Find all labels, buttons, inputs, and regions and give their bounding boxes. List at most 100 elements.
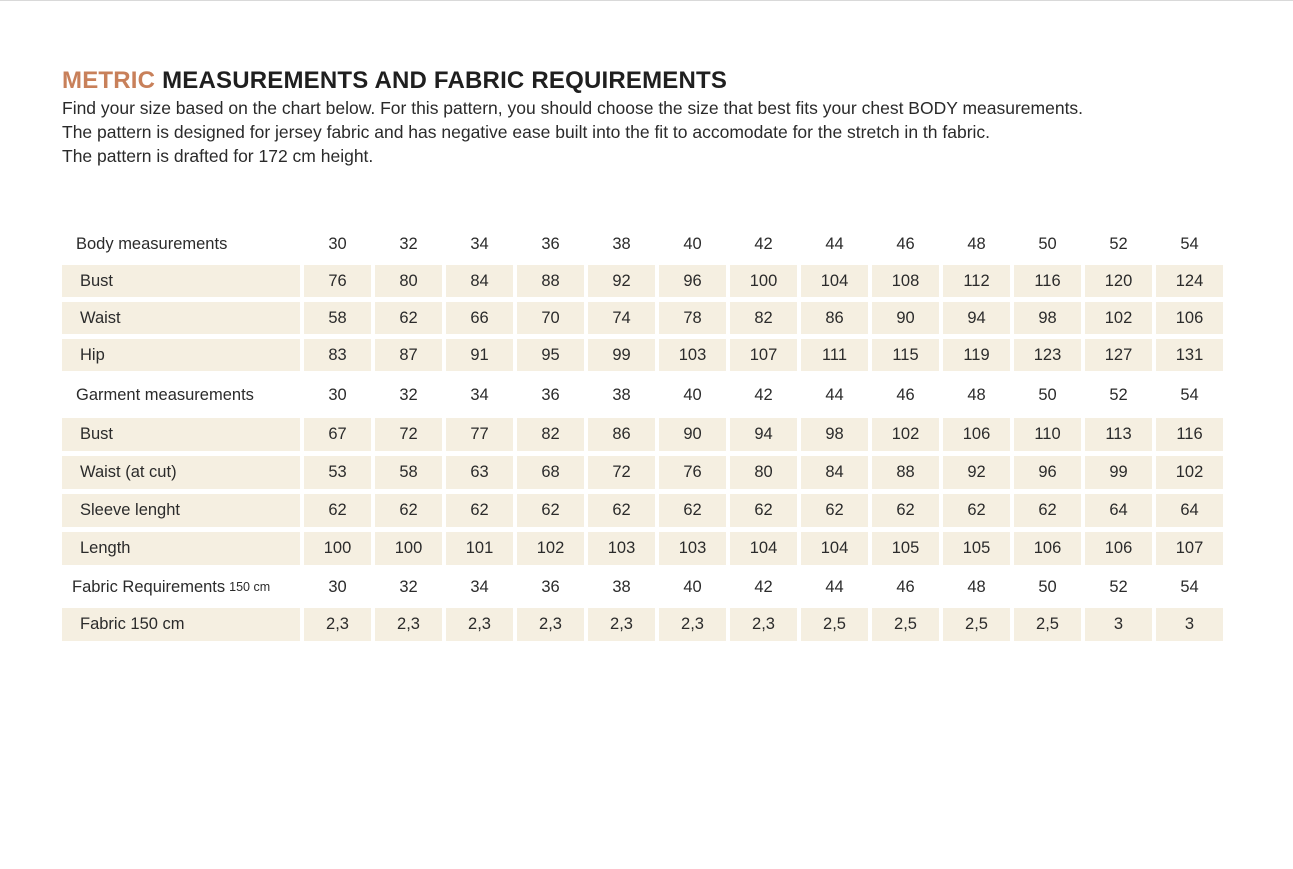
value-cell: 106 bbox=[1014, 532, 1081, 565]
value-cell: 106 bbox=[1156, 302, 1223, 334]
size-header-cell: 40 bbox=[683, 577, 702, 596]
value-cell: 53 bbox=[304, 456, 371, 489]
value-cell: 2,5 bbox=[943, 608, 1010, 641]
row-label-unit: 150 cm bbox=[229, 580, 271, 594]
size-header-cell: 46 bbox=[896, 577, 915, 596]
value-cell: 2,5 bbox=[801, 608, 868, 641]
size-header-cell: 54 bbox=[1180, 577, 1199, 596]
description-line-3: The pattern is drafted for 172 cm height… bbox=[62, 146, 374, 166]
size-header-cell: 34 bbox=[470, 234, 489, 253]
value-cell: 64 bbox=[1085, 494, 1152, 527]
row-label-text: Sleeve lenght bbox=[80, 501, 180, 519]
page-title: METRIC MEASUREMENTS AND FABRIC REQUIREME… bbox=[62, 66, 1262, 96]
fabric-requirements-header: Fabric Requirements 150 cm 30 32 34 36 38 40 42 4… bbox=[62, 571, 1223, 603]
size-header-cell: 46 bbox=[896, 234, 915, 253]
value-cell: 62 bbox=[375, 494, 442, 527]
value-cell: 70 bbox=[517, 302, 584, 334]
size-header-cell: 42 bbox=[754, 234, 773, 253]
size-header-cell: 36 bbox=[541, 385, 560, 404]
value-cell: 83 bbox=[304, 339, 371, 371]
value-cell: 62 bbox=[801, 494, 868, 527]
garment-row-sleeve: Sleeve lenght 62 62 62 62 62 62 62 62 62 62 62 64 64 bbox=[62, 494, 1223, 527]
value-cell: 104 bbox=[801, 265, 868, 297]
size-header-cell: 32 bbox=[399, 234, 418, 253]
value-cell: 62 bbox=[1014, 494, 1081, 527]
row-label-text: Length bbox=[80, 539, 131, 557]
value-cell: 103 bbox=[659, 339, 726, 371]
size-header-cell: 38 bbox=[612, 234, 631, 253]
value-cell: 104 bbox=[801, 532, 868, 565]
size-header-cell: 32 bbox=[399, 577, 418, 596]
value-cell: 94 bbox=[943, 302, 1010, 334]
value-cell: 62 bbox=[659, 494, 726, 527]
size-header-cell: 30 bbox=[328, 385, 347, 404]
value-cell: 103 bbox=[588, 532, 655, 565]
value-cell: 99 bbox=[588, 339, 655, 371]
body-row-hip: Hip 83 87 91 95 99 103 107 111 115 119 123 127 131 bbox=[62, 339, 1223, 371]
value-cell: 111 bbox=[801, 339, 868, 371]
size-header-cell: 48 bbox=[967, 234, 986, 253]
value-cell: 100 bbox=[375, 532, 442, 565]
value-cell: 74 bbox=[588, 302, 655, 334]
size-header-cell: 38 bbox=[612, 385, 631, 404]
size-header-cell: 44 bbox=[825, 385, 844, 404]
value-cell: 95 bbox=[517, 339, 584, 371]
top-divider bbox=[0, 0, 1293, 1]
size-header-cell: 52 bbox=[1109, 234, 1128, 253]
row-label-text: Fabric 150 cm bbox=[80, 615, 185, 633]
size-header-cell: 48 bbox=[967, 577, 986, 596]
value-cell: 84 bbox=[446, 265, 513, 297]
value-cell: 112 bbox=[943, 265, 1010, 297]
row-label: Bust bbox=[62, 265, 300, 297]
size-header-cell: 40 bbox=[683, 234, 702, 253]
value-cell: 82 bbox=[517, 418, 584, 451]
value-cell: 58 bbox=[304, 302, 371, 334]
value-cell: 72 bbox=[375, 418, 442, 451]
value-cell: 92 bbox=[588, 265, 655, 297]
size-header-cell: 46 bbox=[896, 385, 915, 404]
value-cell: 102 bbox=[517, 532, 584, 565]
value-cell: 113 bbox=[1085, 418, 1152, 451]
size-header-cell: 44 bbox=[825, 577, 844, 596]
value-cell: 131 bbox=[1156, 339, 1223, 371]
value-cell: 84 bbox=[801, 456, 868, 489]
value-cell: 90 bbox=[872, 302, 939, 334]
size-header-cell: 50 bbox=[1038, 577, 1057, 596]
value-cell: 96 bbox=[659, 265, 726, 297]
garment-measurements-header: Garment measurements 30 32 34 36 38 40 42 44 46 48… bbox=[62, 379, 1223, 411]
value-cell: 90 bbox=[659, 418, 726, 451]
value-cell: 116 bbox=[1156, 418, 1223, 451]
value-cell: 63 bbox=[446, 456, 513, 489]
page-header: METRIC MEASUREMENTS AND FABRIC REQUIREME… bbox=[62, 66, 1262, 168]
row-label: Fabric 150 cm bbox=[62, 608, 300, 641]
value-cell: 107 bbox=[730, 339, 797, 371]
row-label-text: Hip bbox=[80, 345, 105, 364]
size-header-cell: 54 bbox=[1180, 385, 1199, 404]
value-cell: 2,3 bbox=[375, 608, 442, 641]
body-row-bust: Bust 76 80 84 88 92 96 100 104 108 112 116 120 124 bbox=[62, 265, 1223, 297]
value-cell: 88 bbox=[872, 456, 939, 489]
size-header-cell: 32 bbox=[399, 385, 418, 404]
value-cell: 62 bbox=[872, 494, 939, 527]
row-label: Fabric Requirements 150 cm bbox=[62, 571, 300, 603]
size-header-cell: 38 bbox=[612, 577, 631, 596]
value-cell: 62 bbox=[517, 494, 584, 527]
value-cell: 2,3 bbox=[304, 608, 371, 641]
value-cell: 100 bbox=[730, 265, 797, 297]
value-cell: 106 bbox=[943, 418, 1010, 451]
value-cell: 80 bbox=[730, 456, 797, 489]
garment-row-length: Length 100 100 101 102 103 103 104 104 105 105 106 1… bbox=[62, 532, 1223, 565]
size-header-cell: 44 bbox=[825, 234, 844, 253]
value-cell: 78 bbox=[659, 302, 726, 334]
row-label: Waist bbox=[62, 302, 300, 334]
value-cell: 116 bbox=[1014, 265, 1081, 297]
value-cell: 120 bbox=[1085, 265, 1152, 297]
value-cell: 115 bbox=[872, 339, 939, 371]
row-label: Sleeve lenght bbox=[62, 494, 300, 527]
value-cell: 96 bbox=[1014, 456, 1081, 489]
value-cell: 102 bbox=[872, 418, 939, 451]
row-label-text: Fabric Requirements bbox=[72, 577, 226, 596]
row-label: Waist (at cut) bbox=[62, 456, 300, 489]
value-cell: 77 bbox=[446, 418, 513, 451]
value-cell: 3 bbox=[1085, 608, 1152, 641]
